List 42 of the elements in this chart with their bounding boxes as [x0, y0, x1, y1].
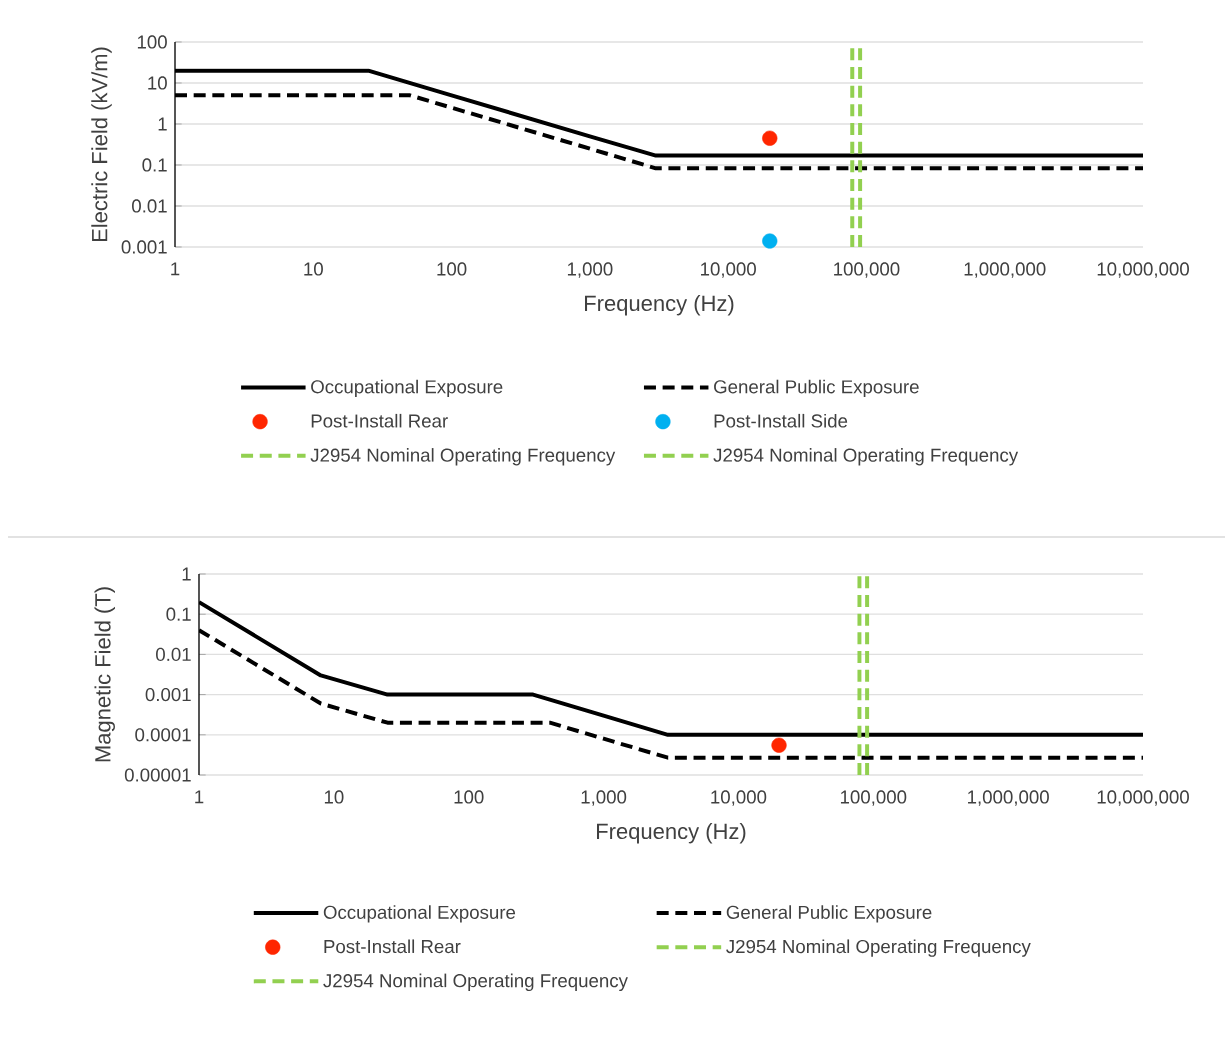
y-tick-label: 100 [137, 35, 167, 49]
x-tick-label: 10,000 [701, 262, 756, 278]
y-tick-label: 0.01 [156, 647, 191, 662]
legend-label: Post-Install Rear [324, 939, 461, 954]
y-tick-label: 0.1 [166, 607, 191, 621]
x-tick-label: 10,000 [711, 790, 767, 806]
y-tick-label: 0.1 [142, 158, 167, 172]
x-tick-label: 1,000 [567, 262, 613, 278]
x-tick-label: 100 [437, 262, 467, 276]
x-tick-label: 1,000 [581, 790, 627, 806]
legend-label: Occupational Exposure [323, 905, 516, 923]
legend-label: J2954 Nominal Operating Frequency [323, 973, 628, 991]
x-tick-label: 10 [324, 790, 344, 804]
y-tick-label: 0.0001 [135, 728, 191, 742]
y-tick-label: 0.00001 [124, 768, 191, 782]
x-axis-title: Frequency (Hz) [597, 822, 746, 844]
legend-label: J2954 Nominal Operating Frequency [726, 939, 1031, 957]
x-tick-label: 10 [304, 262, 323, 276]
y-tick-label: 0.01 [132, 199, 167, 213]
x-tick-label: 1,000,000 [968, 790, 1049, 806]
x-tick-label: 1,000,000 [964, 262, 1046, 278]
legend-label: Post-Install Side [714, 413, 848, 428]
y-axis-title: Magnetic Field (T) [94, 587, 115, 762]
legend-label: Post-Install Rear [311, 413, 448, 428]
y-tick-label: 1 [182, 567, 191, 581]
y-tick-label: 0.001 [145, 687, 191, 702]
y-tick-label: 0.001 [121, 240, 167, 254]
x-tick-label: 10,000,000 [1097, 790, 1189, 806]
y-axis-title: Electric Field (kV/m) [91, 47, 112, 242]
legend-label: J2954 Nominal Operating Frequency [713, 448, 1019, 466]
x-tick-label: 1 [195, 790, 204, 804]
y-tick-label: 10 [148, 76, 167, 90]
legend-label: J2954 Nominal Operating Frequency [310, 448, 616, 466]
x-tick-label: 100 [454, 790, 484, 804]
x-tick-label: 10,000,000 [1097, 262, 1189, 278]
x-axis-title: Frequency (Hz) [585, 294, 734, 316]
legend-label: Occupational Exposure [311, 379, 503, 398]
legend-label: General Public Exposure [726, 905, 932, 923]
x-tick-label: 100,000 [834, 262, 900, 278]
y-tick-label: 1 [158, 117, 167, 131]
x-tick-label: 100,000 [840, 790, 907, 806]
legend-label: General Public Exposure [714, 379, 919, 398]
